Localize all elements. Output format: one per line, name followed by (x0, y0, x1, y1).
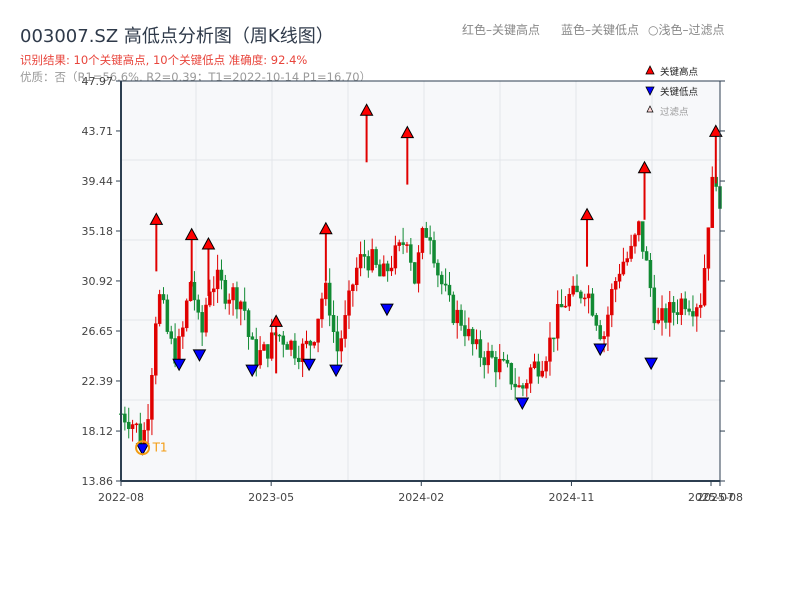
legend-filtered-label: 过滤点 (660, 106, 689, 118)
y-tick-label: 13.86 (82, 475, 114, 488)
x-tick-label: 2025-08 (697, 491, 743, 504)
key-high-marker-icon (400, 125, 415, 139)
t1-label: T1 (152, 441, 168, 455)
legend-high-label: 关键高点 (660, 66, 699, 78)
key-high-marker-icon (708, 124, 723, 137)
high-marker-icon (645, 65, 655, 75)
key-high-marker-icon (201, 236, 216, 250)
key-low-marker-icon (192, 349, 207, 362)
x-tick-label: 2024-11 (548, 491, 594, 504)
key-low-marker-icon (172, 358, 186, 372)
y-tick-label: 18.12 (82, 425, 114, 438)
x-tick-label: 2022-08 (98, 491, 144, 504)
y-tick-label: 22.39 (82, 375, 114, 388)
y-tick-label: 39.44 (82, 175, 114, 188)
key-low-marker-icon (245, 364, 260, 378)
axes: 13.86 18.12 22.39 26.65 30.92 35.18 39.44 43.71… (82, 75, 743, 504)
legend-low-label: 关键低点 (660, 86, 699, 98)
key-low-marker-icon (593, 343, 608, 357)
grid-lines (121, 81, 720, 481)
y-tick-label: 35.18 (82, 225, 114, 238)
key-high-marker-icon (184, 227, 199, 241)
key-high-marker-icon (269, 314, 283, 327)
y-tick-label: 43.71 (82, 125, 114, 138)
key-high-marker-icon (580, 207, 594, 221)
result-summary: 识别结果: 10个关键高点, 10个关键低点 准确度: 92.4% (20, 53, 308, 67)
key-low-marker-icon (380, 303, 394, 317)
candles (119, 166, 722, 447)
t1-circle-icon (135, 440, 151, 456)
low-marker-icon (645, 86, 655, 96)
top-legend-red: 红色–关键高点 (462, 23, 541, 37)
x-tick-label: 2025-07 (688, 491, 734, 504)
key-low-marker-icon (302, 358, 316, 372)
legend-box: 关键高点 关键低点 过滤点 (645, 65, 699, 118)
key-low-marker-icon (515, 397, 530, 411)
key-high-marker-icon (319, 221, 333, 235)
plot-area (121, 81, 720, 481)
y-tick-label: 47.97 (82, 75, 114, 88)
filtered-marker-icon (646, 105, 654, 113)
x-tick-label: 2023-05 (248, 491, 294, 504)
top-legend-blue: 蓝色–关键低点 (561, 23, 640, 37)
key-point-markers: T1 (135, 103, 723, 456)
top-legend-light: ○浅色–过滤点 (648, 23, 725, 37)
y-tick-label: 30.92 (82, 275, 114, 288)
key-low-marker-icon (329, 364, 343, 378)
chart-title: 003007.SZ 高低点分析图（周K线图） (20, 26, 334, 47)
key-low-marker-icon (644, 357, 658, 371)
y-tick-label: 26.65 (82, 325, 114, 338)
x-tick-label: 2024-02 (398, 491, 444, 504)
key-high-marker-icon (359, 103, 374, 116)
key-low-marker-icon (135, 443, 150, 456)
key-high-marker-icon (149, 212, 164, 225)
key-high-marker-icon (637, 160, 652, 174)
